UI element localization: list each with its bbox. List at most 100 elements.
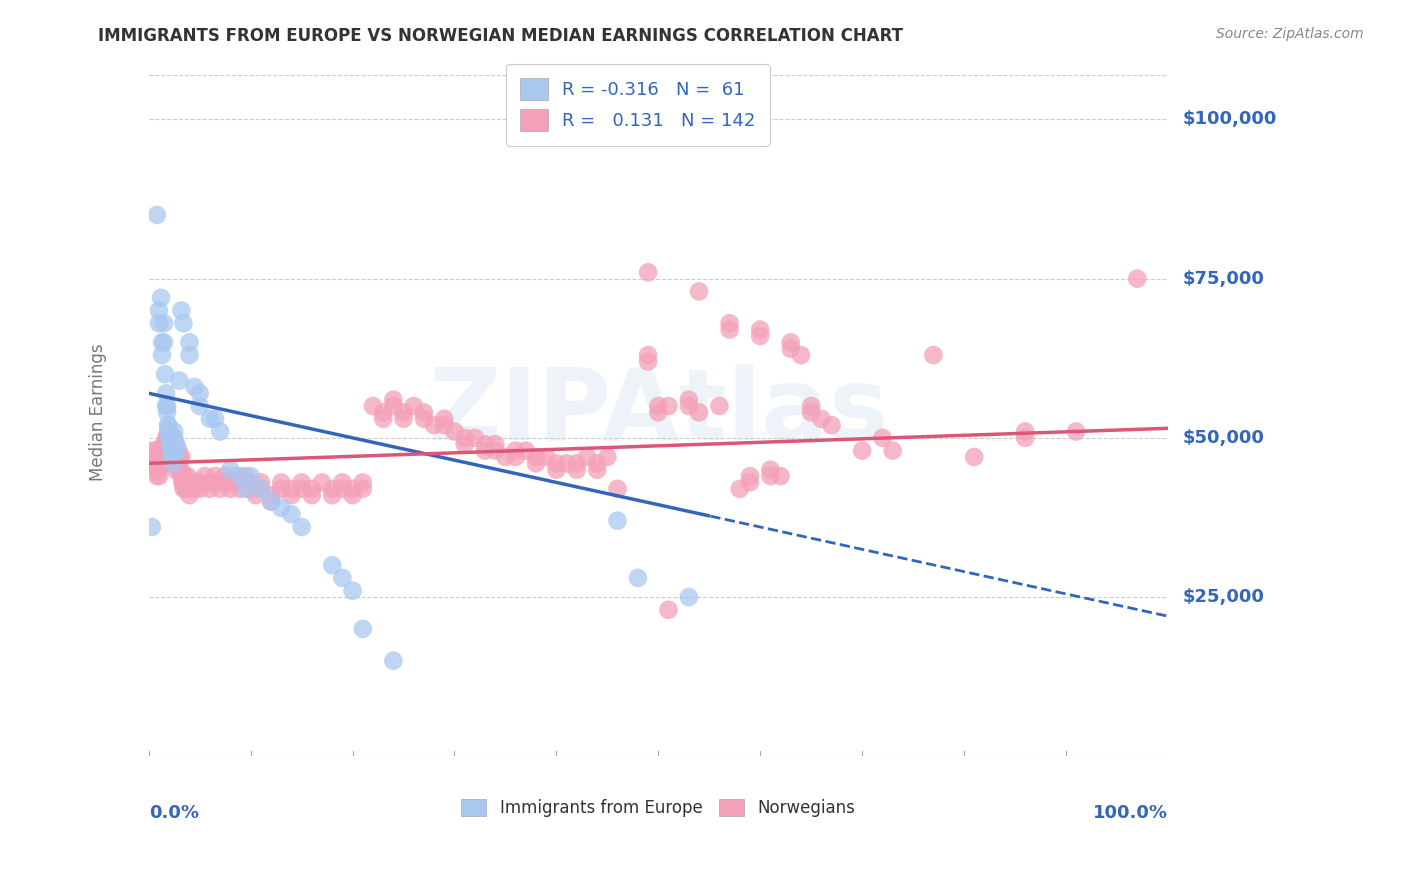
Point — [150, 450, 173, 464]
Point — [678, 392, 700, 407]
Point — [342, 482, 364, 496]
Point — [596, 450, 619, 464]
Point — [188, 475, 211, 490]
Point — [474, 443, 496, 458]
Point — [159, 437, 181, 451]
Point — [229, 482, 252, 496]
Point — [678, 399, 700, 413]
Point — [301, 488, 323, 502]
Point — [167, 443, 190, 458]
Legend: Immigrants from Europe, Norwegians: Immigrants from Europe, Norwegians — [454, 792, 862, 823]
Point — [820, 418, 842, 433]
Point — [150, 456, 173, 470]
Point — [169, 463, 191, 477]
Point — [146, 469, 169, 483]
Point — [156, 437, 179, 451]
Point — [149, 456, 172, 470]
Point — [169, 456, 191, 470]
Point — [179, 482, 201, 496]
Point — [728, 482, 751, 496]
Point — [759, 463, 782, 477]
Point — [156, 443, 179, 458]
Point — [800, 405, 823, 419]
Point — [637, 354, 659, 368]
Point — [270, 500, 292, 515]
Point — [505, 443, 527, 458]
Point — [141, 520, 163, 534]
Point — [738, 475, 761, 490]
Point — [163, 456, 186, 470]
Point — [188, 482, 211, 496]
Point — [342, 488, 364, 502]
Point — [150, 450, 173, 464]
Point — [150, 443, 173, 458]
Point — [214, 475, 236, 490]
Point — [153, 335, 176, 350]
Point — [169, 450, 191, 464]
Point — [235, 475, 257, 490]
Point — [188, 386, 211, 401]
Point — [321, 558, 343, 573]
Point — [146, 456, 169, 470]
Point — [150, 335, 173, 350]
Point — [352, 622, 374, 636]
Point — [749, 329, 772, 343]
Point — [176, 469, 198, 483]
Point — [148, 316, 170, 330]
Point — [352, 475, 374, 490]
Point — [759, 469, 782, 483]
Point — [163, 450, 186, 464]
Point — [159, 437, 181, 451]
Point — [146, 463, 169, 477]
Point — [534, 450, 557, 464]
Point — [219, 482, 242, 496]
Point — [152, 443, 174, 458]
Point — [239, 469, 262, 483]
Point — [332, 482, 354, 496]
Point — [153, 450, 176, 464]
Point — [157, 425, 180, 439]
Point — [145, 456, 167, 470]
Point — [1126, 271, 1149, 285]
Point — [209, 482, 232, 496]
Point — [160, 450, 183, 464]
Point — [546, 456, 568, 470]
Point — [204, 411, 226, 425]
Point — [170, 450, 193, 464]
Point — [183, 380, 205, 394]
Point — [162, 443, 184, 458]
Point — [779, 335, 801, 350]
Point — [176, 475, 198, 490]
Point — [162, 431, 184, 445]
Point — [204, 469, 226, 483]
Point — [647, 399, 669, 413]
Point — [150, 348, 173, 362]
Point — [311, 475, 333, 490]
Point — [1014, 431, 1036, 445]
Point — [810, 411, 832, 425]
Point — [160, 443, 183, 458]
Text: $100,000: $100,000 — [1182, 111, 1278, 128]
Point — [143, 463, 166, 477]
Point — [156, 399, 179, 413]
Point — [209, 425, 232, 439]
Point — [239, 475, 262, 490]
Point — [219, 463, 242, 477]
Point — [148, 450, 170, 464]
Point — [505, 450, 527, 464]
Point — [153, 437, 176, 451]
Point — [163, 431, 186, 445]
Point — [565, 456, 588, 470]
Point — [565, 463, 588, 477]
Point — [166, 450, 188, 464]
Point — [214, 469, 236, 483]
Point — [167, 456, 190, 470]
Point — [382, 654, 405, 668]
Point — [198, 482, 221, 496]
Point — [250, 482, 273, 496]
Point — [280, 488, 302, 502]
Point — [342, 583, 364, 598]
Point — [148, 303, 170, 318]
Point — [280, 482, 302, 496]
Point — [160, 443, 183, 458]
